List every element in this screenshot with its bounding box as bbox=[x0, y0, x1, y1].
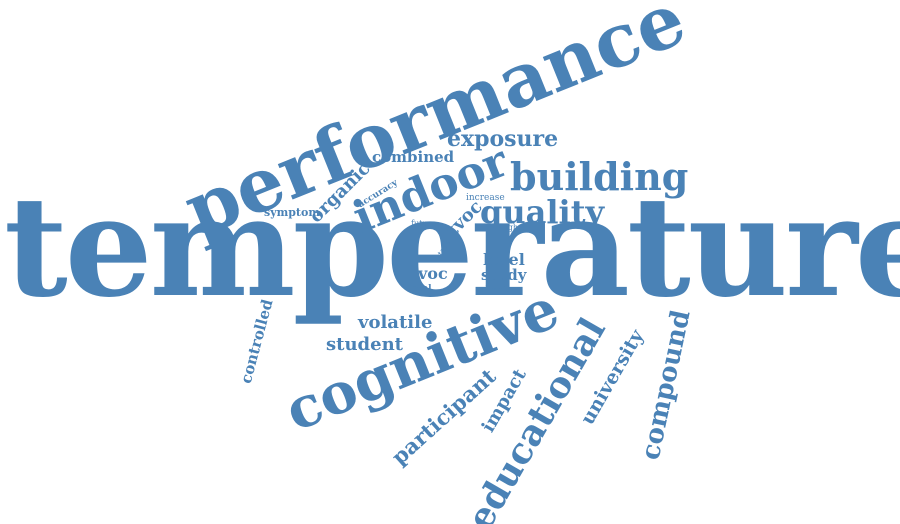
word-exposure: exposure bbox=[447, 126, 559, 152]
word-higher: higher bbox=[500, 223, 527, 232]
word-temperature: temperature bbox=[4, 165, 900, 328]
word-study: study bbox=[481, 266, 527, 284]
word-volatile: volatile bbox=[358, 312, 433, 333]
word-combined: combined bbox=[372, 148, 455, 166]
word-increase: increase bbox=[466, 193, 505, 203]
word-compound: compound bbox=[635, 307, 697, 463]
word-quality: quality bbox=[480, 193, 605, 231]
word-level: level bbox=[483, 250, 525, 269]
word-voc: voc bbox=[418, 264, 448, 283]
word-climate: climate bbox=[481, 285, 511, 294]
word-student: student bbox=[326, 334, 403, 355]
word-symptom: symptom bbox=[264, 206, 320, 219]
word-building: building bbox=[510, 154, 689, 199]
word-low: low bbox=[458, 255, 467, 261]
word-future: future bbox=[411, 219, 437, 228]
word-total: total bbox=[408, 284, 432, 294]
